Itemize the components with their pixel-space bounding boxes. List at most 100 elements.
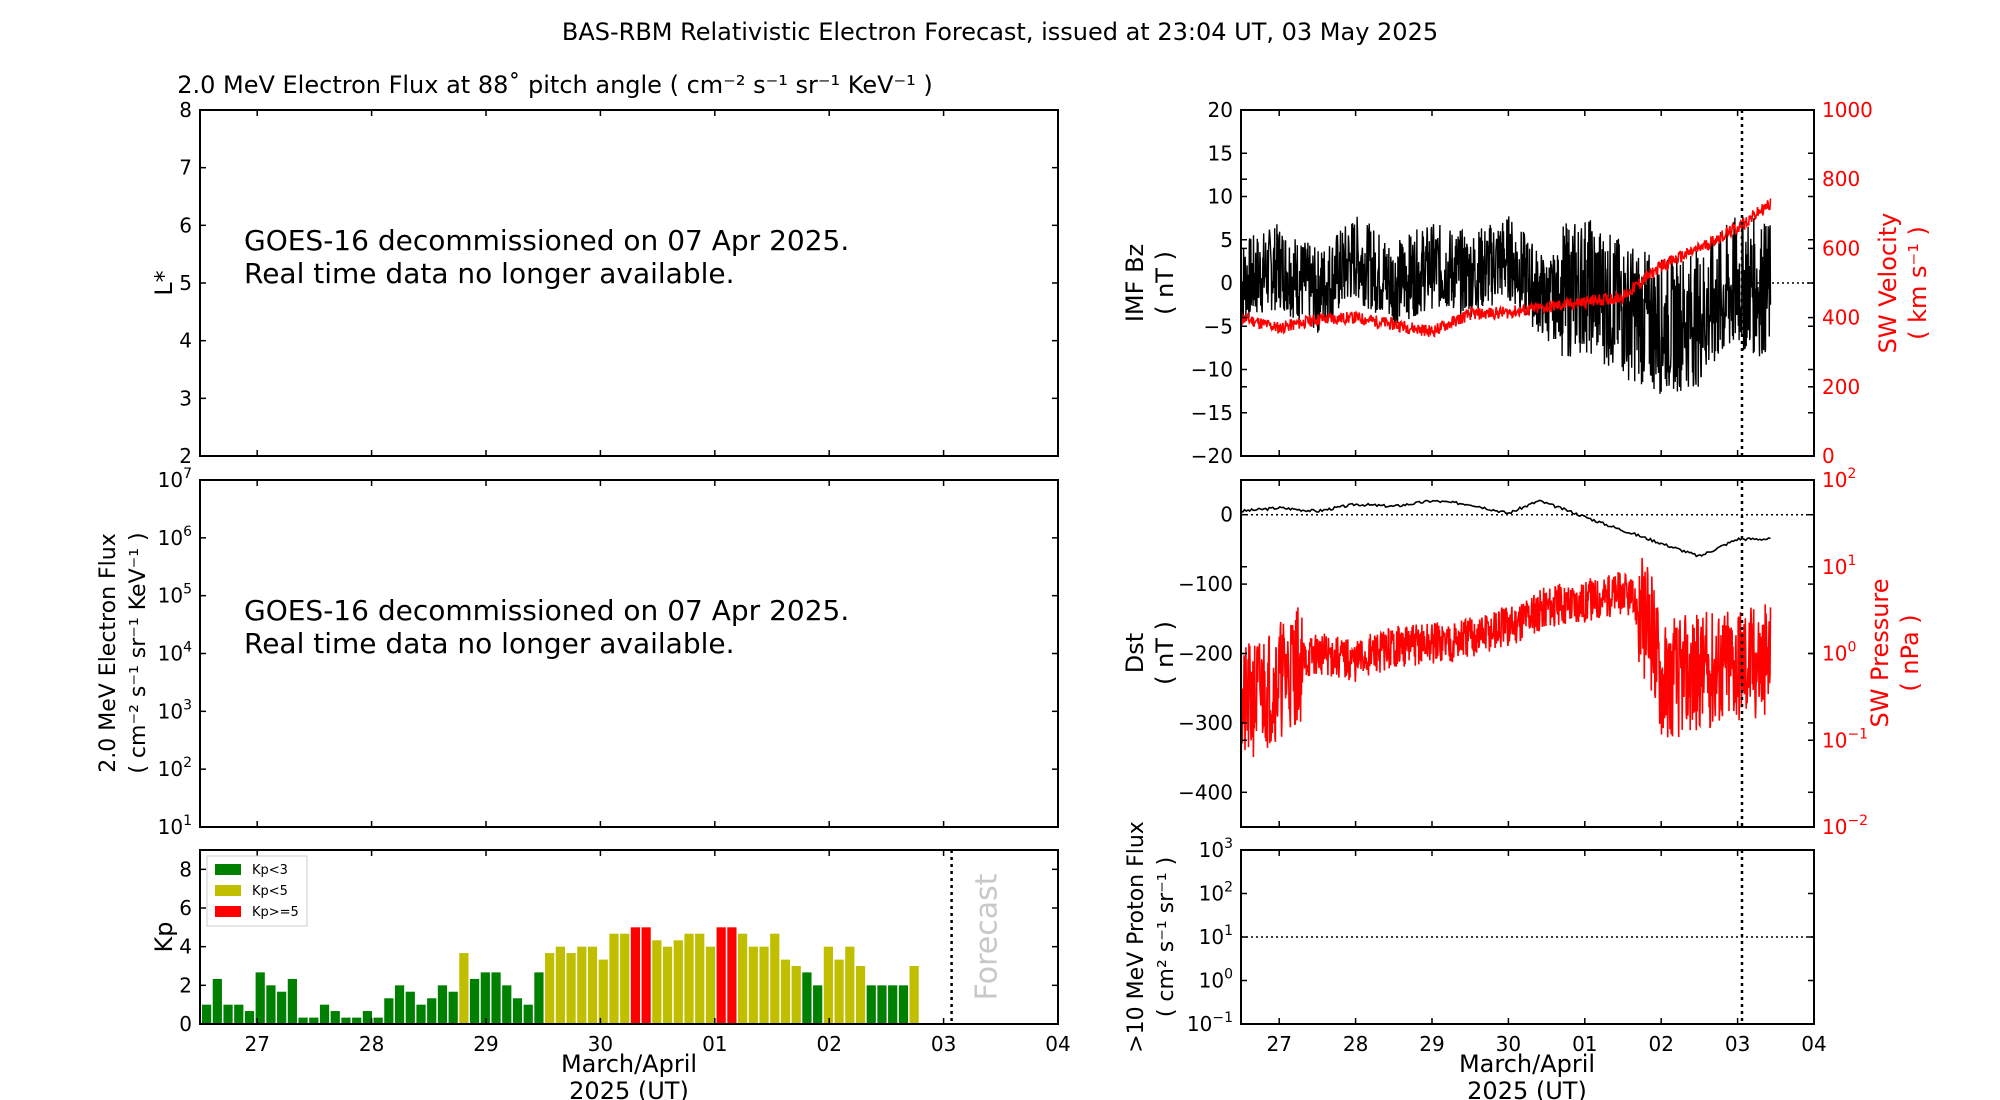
tick-label: 200 [1822,375,1860,399]
kp-forecast-label: Forecast [970,873,1005,1000]
tick-label: 101 [158,813,192,839]
kp-bar [888,985,898,1024]
kp-bar [202,1004,212,1024]
kp-bar [759,946,769,1024]
tick-label: 30 [588,1032,613,1056]
tick-label: 01 [1572,1032,1597,1056]
kp-bar [427,998,437,1024]
tick-label: 2 [179,973,192,997]
kp-bar [287,978,297,1024]
sw-velocity-label-line-2: ( km s⁻¹ ) [1904,226,1932,340]
tick-label: 0 [1822,444,1835,468]
kp-bar [384,998,394,1024]
tick-label: 15 [1208,141,1233,165]
kp-bar [845,946,855,1024]
kp-bar [802,972,812,1024]
tick-label: 01 [702,1032,727,1056]
tick-label: 6 [179,896,192,920]
dst-y-ticks: −400 −300 −200 −100 0 [1178,503,1814,804]
tick-label: 0 [179,1012,192,1036]
kp-bar [298,1017,308,1024]
tick-label: 27 [1266,1032,1291,1056]
lstar-y-label: L* [150,270,178,295]
kp-bar [662,946,673,1024]
proton-y-label-line-2: ( cm² s⁻¹ sr⁻¹ ) [1154,857,1179,1017]
kp-bar [738,933,748,1024]
tick-label: 10 [1208,185,1233,209]
kp-legend-label-mid: Kp<5 [252,884,288,899]
tick-label: 28 [359,1032,384,1056]
tick-label: 28 [1343,1032,1368,1056]
tick-label: 103 [158,697,192,723]
kp-x-ticks: 27 28 29 30 01 02 03 04 [244,850,1071,1056]
imf-bz-series [1240,216,1772,394]
tick-label: −100 [1178,572,1233,596]
tick-label: 7 [179,156,192,180]
tick-label: 103 [1199,836,1233,862]
kp-bar [727,927,737,1024]
tick-label: −300 [1178,711,1233,735]
tick-label: 106 [158,524,192,550]
kp-legend-swatch-mid [215,885,241,896]
tick-label: −10 [1191,358,1233,382]
kp-bar [598,959,608,1024]
tick-label: 105 [158,582,192,608]
tick-label: −15 [1191,401,1233,425]
kp-bar [770,933,780,1024]
sw-pressure-label-line-1: SW Pressure [1866,578,1894,727]
kp-bar [813,985,823,1024]
tick-label: −5 [1204,314,1233,338]
kp-bar [577,946,587,1024]
lstar-y-ticks: 2 3 4 5 6 7 8 [179,98,1059,468]
tick-label: 102 [1822,466,1856,492]
kp-bar [416,1004,426,1024]
kp-bars [202,927,919,1024]
tick-label: 02 [816,1032,841,1056]
tick-label: 8 [179,98,192,122]
sw-pressure-label-line-2: ( nPa ) [1896,614,1924,691]
tick-label: 5 [1220,228,1233,252]
tick-label: 101 [1199,923,1233,949]
tick-label: 100 [1822,640,1856,666]
imf-y-label-line-1: IMF Bz [1121,244,1149,322]
tick-label: 10−1 [1187,1010,1233,1036]
kp-bar [244,1011,255,1024]
tick-label: 4 [179,329,192,353]
dst-x-ticks [1278,480,1815,827]
kp-bar [373,1017,383,1024]
kp-bar [716,927,726,1024]
tick-label: 6 [179,213,192,237]
kp-bar [394,985,405,1024]
tick-label: 104 [158,640,192,666]
tick-label: 600 [1822,236,1860,260]
kp-bar [534,972,544,1024]
tick-label: 29 [473,1032,498,1056]
sw-velocity-label-line-1: SW Velocity [1874,213,1902,354]
kp-legend: Kp<3 Kp<5 Kp>=5 [206,855,308,927]
kp-bar [309,1017,319,1024]
tick-label: 04 [1045,1032,1070,1056]
kp-bar [909,966,919,1024]
kp-bar [212,978,222,1024]
kp-bar [352,1017,362,1024]
imf-y-label-line-2: ( nT ) [1151,251,1179,315]
imf-panel: −20 −15 −10 −5 0 5 10 15 20 0 200 400 600 800 1000 IM… [1121,98,1932,468]
tick-label: 10−2 [1822,813,1868,839]
kp-bar [266,985,276,1024]
kp-bar [545,953,555,1024]
kp-bar [898,985,909,1024]
proton-y-ticks: 10−1 100 101 102 103 [1187,836,1814,1036]
tick-label: 02 [1648,1032,1673,1056]
tick-label: 04 [1801,1032,1826,1056]
kp-x-label-line-1: March/April [561,1050,697,1078]
kp-y-ticks: 0 2 4 6 8 [179,857,1058,1036]
kp-bar [587,946,598,1024]
flux-y-label-line-1: 2.0 MeV Electron Flux [96,533,121,773]
lstar-message-line-2: Real time data no longer available. [244,257,735,290]
tick-label: 29 [1419,1032,1444,1056]
kp-bar [523,1004,533,1024]
sw-pressure-y-ticks: 10−2 10−1 100 101 102 [1241,466,1868,839]
kp-bar [362,1011,373,1024]
